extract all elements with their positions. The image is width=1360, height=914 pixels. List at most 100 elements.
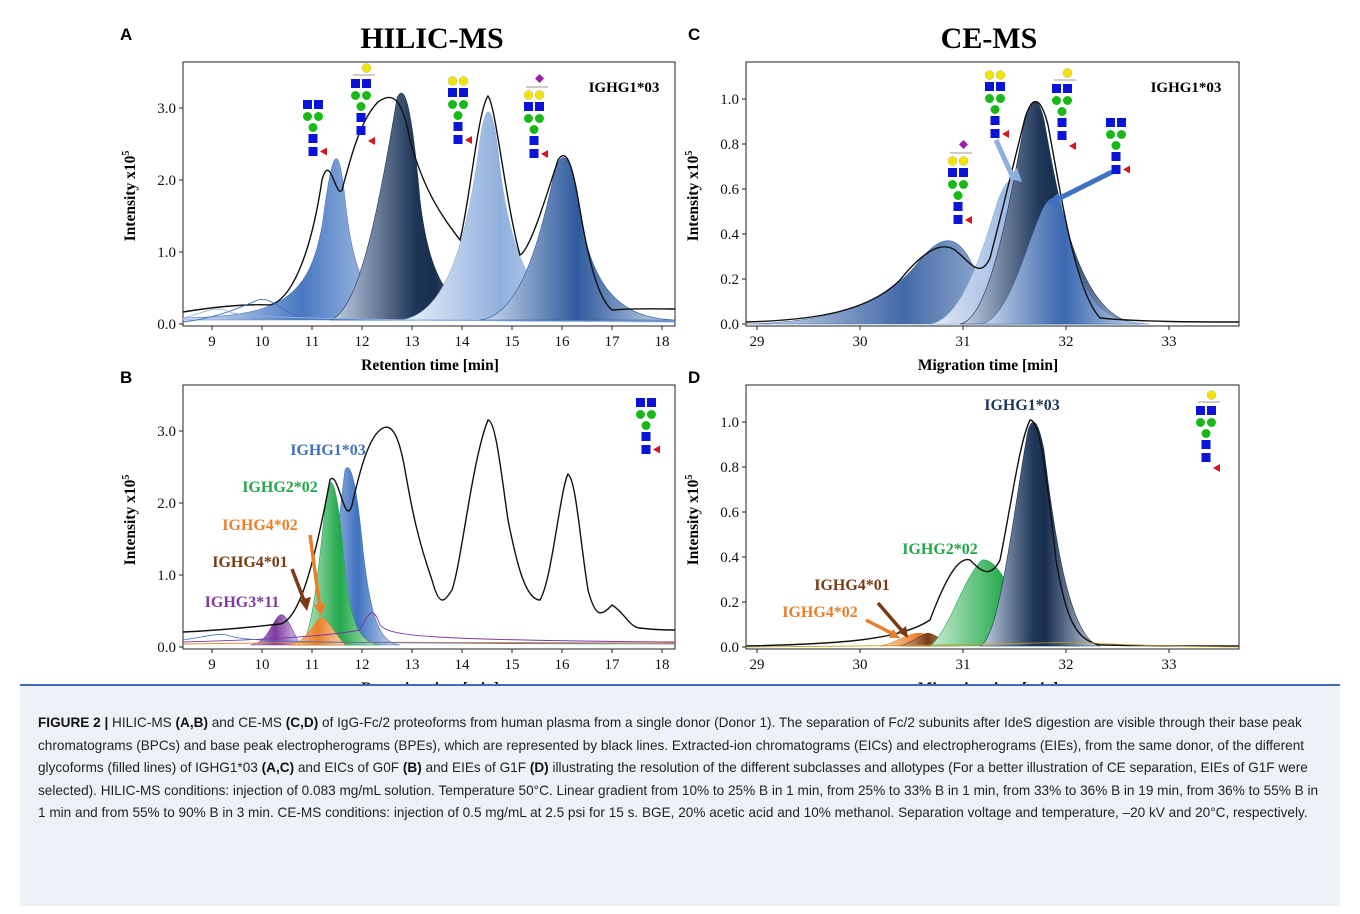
x-tick-label: 14	[455, 657, 471, 673]
x-tick-label: 15	[505, 334, 520, 350]
glycan-g2fs-icon	[523, 74, 548, 158]
glycoform-tag: IGHG1*03	[1151, 80, 1222, 96]
svg-text:Intensity x105: Intensity x105	[684, 151, 702, 242]
y-tick-label: 0.6	[720, 505, 739, 521]
y-tick-label: 0.0	[157, 317, 176, 333]
y-axis-label: Intensity x105	[121, 475, 139, 566]
caption-ref: (B)	[402, 760, 422, 776]
x-axis-label: Retention time [min]	[361, 357, 499, 374]
label-ighg1-03: IGHG1*03	[984, 397, 1060, 414]
y-tick-label: 0.4	[720, 227, 739, 243]
plot-frame	[182, 61, 676, 327]
caption-ref: (A,C)	[261, 760, 295, 776]
y-tick-label: 0.0	[157, 640, 176, 656]
blue-trace	[182, 633, 676, 645]
x-tick-label: 9	[208, 657, 216, 673]
panel-c: C CE-MS 29 30 31 32 33 0.0 0.2	[684, 22, 1240, 374]
peak-g2fs	[479, 157, 676, 321]
x-tick-label: 30	[853, 334, 868, 350]
x-tick-label: 33	[1162, 334, 1177, 350]
x-ticks	[211, 326, 663, 330]
label-ighg2-02: IGHG2*02	[242, 479, 318, 496]
y-tick-label: 0.8	[720, 137, 739, 153]
glycan-g0f-icon	[1106, 118, 1130, 174]
panel-letter: A	[120, 25, 132, 44]
x-tick-label: 29	[750, 334, 765, 350]
x-tick-label: 18	[655, 657, 670, 673]
glycoform-tag: IGHG1*03	[589, 80, 660, 96]
x-tick-label: 17	[605, 657, 621, 673]
plot-frame	[182, 384, 676, 650]
x-tick-label: 12	[355, 657, 370, 673]
y-tick-label: 2.0	[157, 173, 176, 189]
glycan-g0f-icon	[303, 100, 327, 156]
y-tick-label: 3.0	[157, 424, 176, 440]
glycan-g1f-icon	[351, 63, 375, 145]
y-axis-label: Intensity x105	[684, 151, 702, 242]
bpc-line	[182, 419, 676, 633]
y-tick-label: 3.0	[157, 101, 176, 117]
x-tick-label: 30	[853, 657, 868, 673]
glycan-g2fs-icon	[947, 140, 972, 224]
x-tick-label: 11	[305, 334, 319, 350]
label-ighg2-02: IGHG2*02	[902, 541, 978, 558]
panel-letter: D	[688, 368, 700, 387]
y-tick-label: 1.0	[720, 415, 739, 431]
minor-trace-2	[182, 308, 676, 323]
x-tick-label: 33	[1162, 657, 1177, 673]
x-tick-label: 13	[405, 657, 420, 673]
arrow-g2f	[993, 138, 1017, 182]
glycan-g0f-icon	[636, 398, 660, 454]
bpc-line	[182, 94, 676, 313]
y-tick-label: 0.0	[720, 640, 739, 656]
arrow-ighg4-02	[308, 534, 322, 609]
y-tick-label: 0.2	[720, 272, 739, 288]
y-tick-label: 0.6	[720, 182, 739, 198]
panel-heading: CE-MS	[941, 22, 1038, 55]
svg-text:Intensity x105: Intensity x105	[684, 475, 702, 566]
glycan-g1f-icon	[1196, 390, 1220, 472]
glycan-g2f-icon	[447, 76, 472, 144]
x-tick-label: 16	[555, 657, 571, 673]
panel-letter: B	[120, 368, 132, 387]
label-ighg4-01: IGHG4*01	[814, 577, 890, 594]
caption-text: of IgG-Fc/2 proteoforms from human plasm…	[38, 715, 1305, 776]
x-tick-label: 9	[208, 334, 216, 350]
figure-caption-box: FIGURE 2 | HILIC-MS (A,B) and CE-MS (C,D…	[20, 684, 1340, 906]
y-axis-label: Intensity x105	[684, 475, 702, 566]
x-tick-label: 14	[455, 334, 471, 350]
label-ighg1-03: IGHG1*03	[290, 442, 366, 459]
label-ighg4-02: IGHG4*02	[222, 517, 298, 534]
x-tick-label: 31	[956, 334, 971, 350]
panel-heading: HILIC-MS	[360, 22, 503, 55]
label-ighg4-02: IGHG4*02	[782, 604, 858, 621]
arrow-ighg4-01	[876, 601, 905, 634]
arrow-ighg4-01	[290, 568, 307, 604]
caption-ref: (D)	[529, 760, 549, 776]
y-axis-label: Intensity x105	[121, 151, 139, 242]
y-tick-label: 0.8	[720, 460, 739, 476]
x-tick-label: 32	[1059, 334, 1074, 350]
x-tick-label: 12	[355, 334, 370, 350]
x-axis-label: Migration time [min]	[918, 357, 1058, 374]
x-tick-label: 31	[956, 657, 971, 673]
minor-trace	[745, 641, 1240, 648]
caption-text: illustrating the resolution of the diffe…	[38, 760, 1319, 821]
x-tick-label: 13	[405, 334, 420, 350]
subclass-peaks	[879, 421, 1101, 647]
label-ighg4-01: IGHG4*01	[212, 554, 288, 571]
y-tick-label: 1.0	[157, 568, 176, 584]
y-tick-label: 0.2	[720, 595, 739, 611]
arrow-g0f	[1054, 169, 1114, 203]
arrow-ighg4-02	[865, 618, 894, 636]
y-tick-label: 0.0	[720, 317, 739, 333]
panel-letter: C	[688, 25, 700, 44]
caption-text: HILIC-MS	[108, 715, 176, 730]
y-tick-label: 1.0	[157, 245, 176, 261]
panel-b: B IGHG1*03 IGHG2*02 IGHG4*02 IGHG4*01 IG…	[120, 368, 676, 697]
label-ighg3-11: IGHG3*11	[205, 594, 280, 611]
figure-label: FIGURE 2 |	[38, 715, 109, 730]
y-tick-label: 0.4	[720, 550, 739, 566]
glycan-g2f-icon	[984, 70, 1009, 138]
ighg3-trace	[182, 612, 676, 643]
